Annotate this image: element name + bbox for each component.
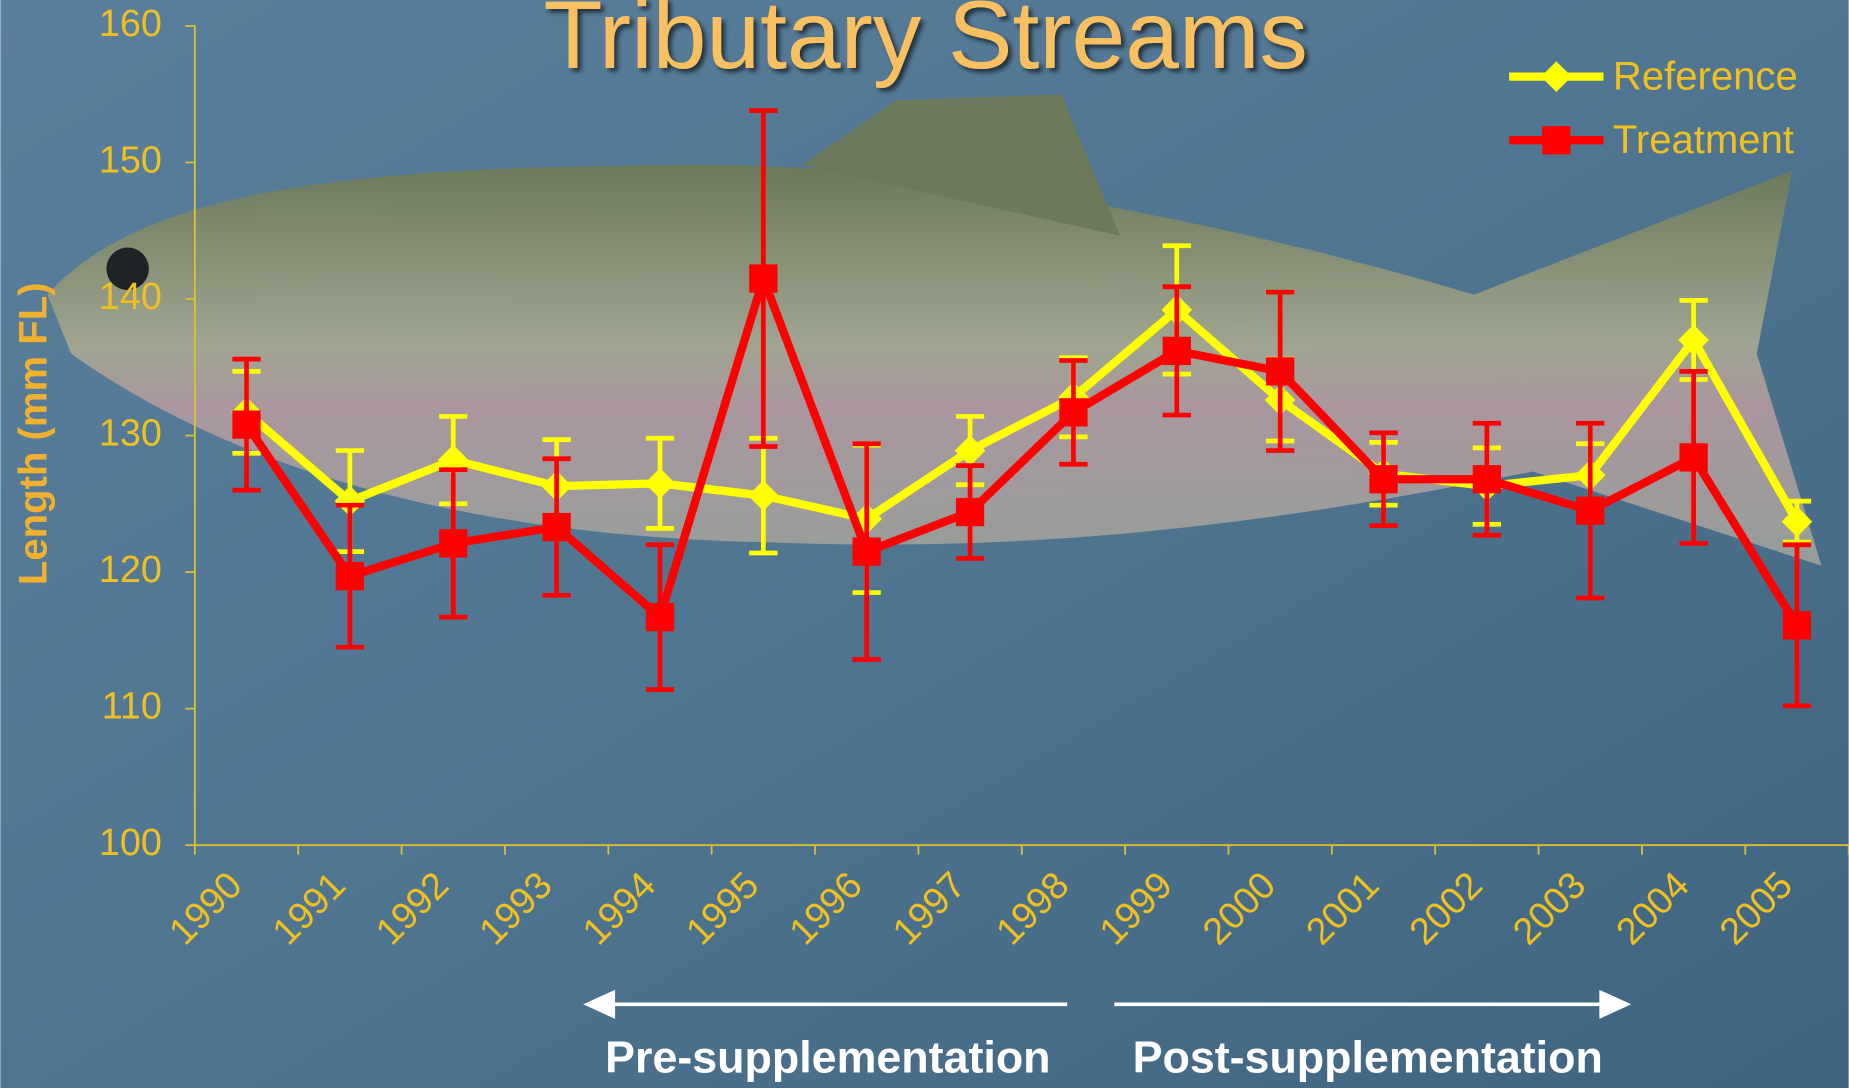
- point-marker: [439, 529, 468, 558]
- series-line: [243, 274, 1801, 628]
- point-marker: [749, 264, 778, 293]
- y-tick-label: 120: [99, 548, 162, 590]
- y-tick-label: 130: [99, 412, 162, 454]
- y-tick-label: 150: [99, 138, 162, 180]
- annotation: Pre-supplementation: [605, 1033, 1050, 1083]
- point-marker: [334, 485, 366, 517]
- series: [232, 108, 1812, 709]
- chart-title: Tributary Streams: [543, 0, 1307, 89]
- point-marker: [954, 435, 986, 466]
- point-marker: [1576, 496, 1605, 525]
- legend-label: Reference: [1613, 55, 1798, 99]
- point-marker: [1472, 465, 1502, 494]
- annotation: Post-supplementation: [1133, 1033, 1603, 1083]
- series-line: [243, 305, 1801, 524]
- point-marker: [335, 562, 365, 591]
- point-marker: [955, 497, 985, 527]
- point-marker: [1781, 506, 1813, 537]
- point-marker: [232, 410, 261, 439]
- point-marker: [1679, 443, 1708, 472]
- point-marker: [1782, 611, 1812, 640]
- point-marker: [1542, 126, 1571, 155]
- point-marker: [542, 512, 571, 542]
- y-tick-label: 140: [99, 275, 162, 317]
- point-marker: [1678, 324, 1709, 356]
- y-axis-label: Length (mm FL): [11, 282, 55, 585]
- point-marker: [1266, 357, 1295, 386]
- point-marker: [1162, 336, 1191, 366]
- era-arrows: [583, 989, 1632, 1019]
- point-marker: [1369, 465, 1398, 494]
- y-tick-label: 160: [99, 2, 162, 44]
- y-tick-label: 110: [102, 685, 162, 727]
- point-marker: [1059, 398, 1088, 427]
- legend-label: Treatment: [1613, 118, 1794, 162]
- point-marker: [1540, 61, 1572, 92]
- y-tick-label: 100: [99, 821, 162, 863]
- point-marker: [852, 537, 881, 566]
- point-marker: [644, 468, 676, 499]
- point-marker: [645, 603, 675, 632]
